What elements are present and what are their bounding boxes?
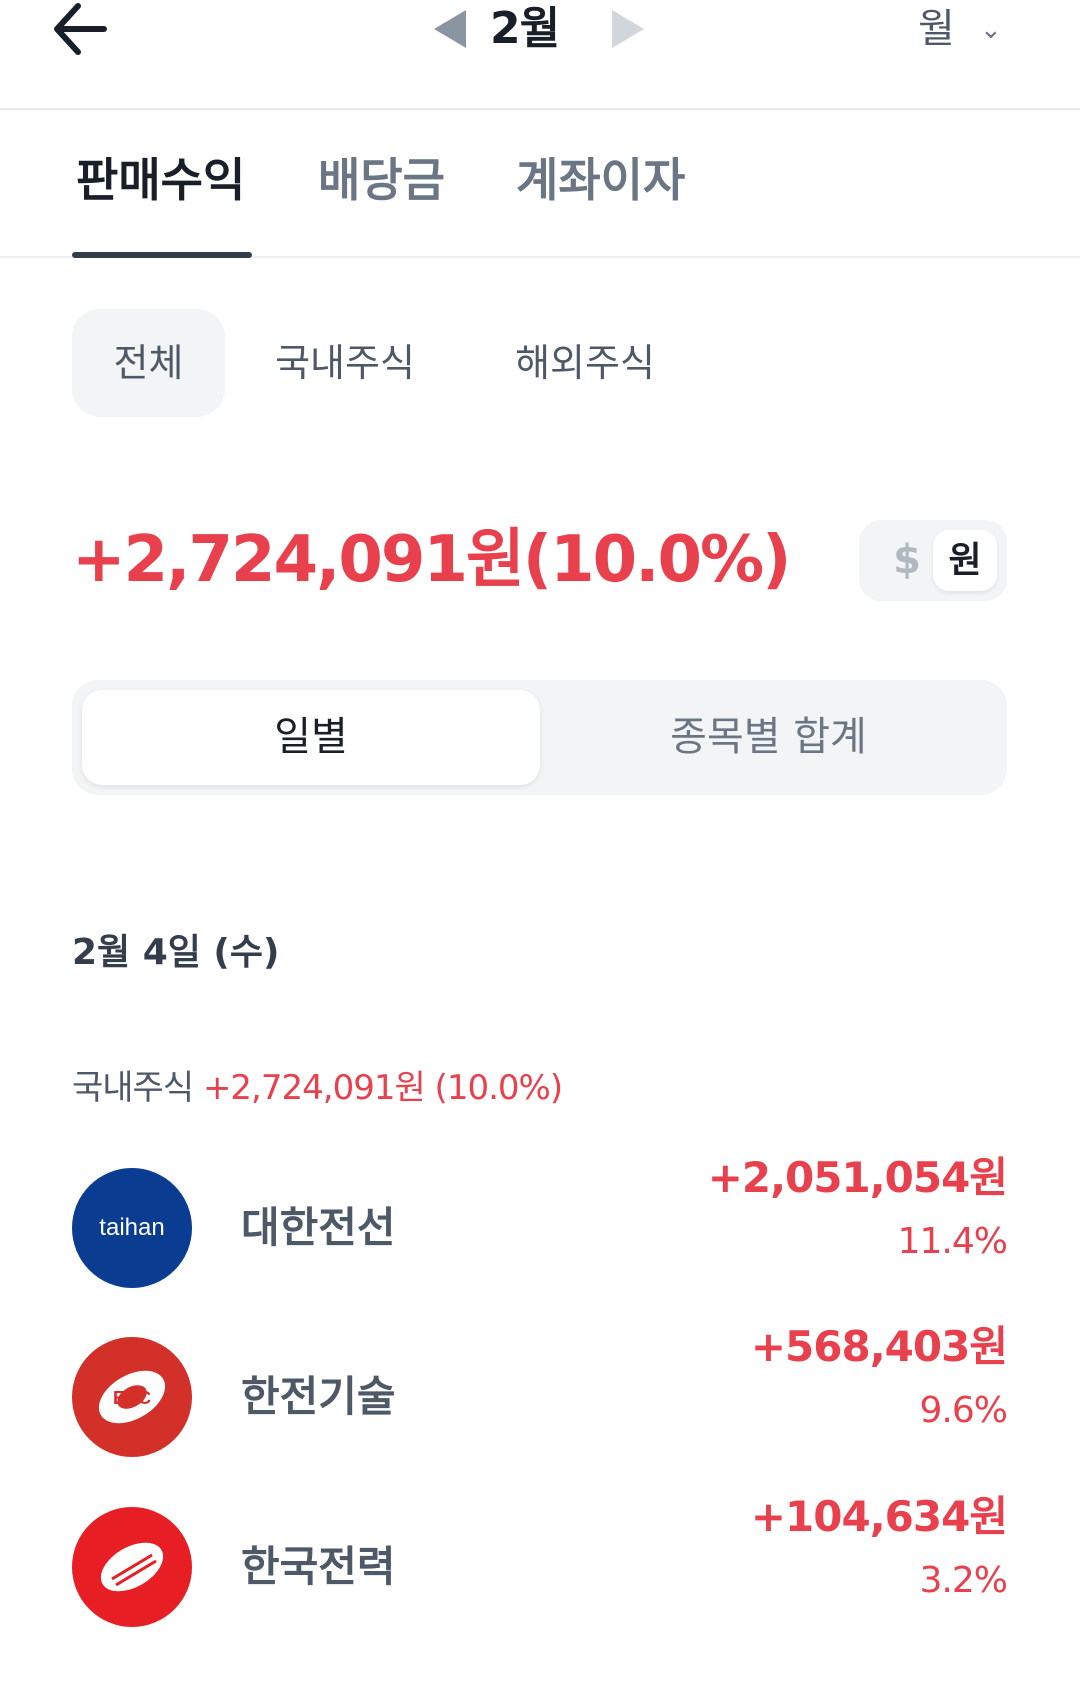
stock-percent: 3.2% (919, 1560, 1008, 1601)
currency-toggle: $ 원 (859, 520, 1007, 601)
back-button[interactable] (52, 0, 122, 60)
currency-krw-option[interactable]: 원 (933, 530, 997, 591)
kepco-enc-logo: E&C (72, 1337, 192, 1457)
stock-name: 한전기술 (241, 1372, 396, 1421)
stock-percent: 9.6% (919, 1390, 1008, 1431)
svg-text:E&C: E&C (113, 1388, 151, 1408)
stock-name: 대한전선 (241, 1203, 396, 1252)
current-month: 2월 (490, 3, 560, 54)
stock-row[interactable]: 한국전력 +104,634원 3.2% (72, 1492, 1008, 1637)
tab-account-interest[interactable]: 계좌이자 (516, 153, 686, 207)
stock-row[interactable]: taihan 대한전선 +2,051,054원 11.4% (72, 1153, 1008, 1298)
taihan-logo: taihan (72, 1168, 192, 1288)
arrow-left-icon (54, 3, 107, 55)
next-month-button[interactable] (612, 10, 644, 48)
chip-overseas[interactable]: 해외주식 (515, 341, 655, 385)
chip-domestic[interactable]: 국내주식 (275, 341, 415, 385)
market-label: 국내주식 (72, 1068, 194, 1108)
currency-usd-option[interactable]: $ (893, 537, 921, 583)
top-bar: 2월 월 ⌄ (0, 0, 1080, 110)
period-selector[interactable]: 월 (918, 6, 955, 52)
stock-row[interactable]: E&C 한전기술 +568,403원 9.6% (72, 1322, 1008, 1467)
stock-name: 한국전력 (241, 1542, 396, 1591)
previous-month-button[interactable] (434, 10, 466, 48)
segment-by-stock[interactable]: 종목별 합계 (670, 714, 867, 760)
stock-percent: 11.4% (897, 1221, 1008, 1262)
chevron-down-icon[interactable]: ⌄ (980, 15, 1002, 45)
tab-dividends[interactable]: 배당금 (318, 153, 445, 207)
segment-daily[interactable]: 일별 (82, 690, 540, 785)
stock-amount: +2,051,054원 (707, 1153, 1008, 1202)
tab-sales-profit[interactable]: 판매수익 (76, 153, 246, 207)
view-segmented-control: 일별 종목별 합계 (72, 680, 1007, 795)
date-heading: 2월 4일 (수) (72, 932, 280, 973)
active-tab-indicator (72, 252, 252, 258)
total-profit: +2,724,091원(10.0%) (72, 523, 791, 597)
tab-divider (0, 256, 1080, 258)
stock-amount: +104,634원 (750, 1492, 1008, 1541)
stock-amount: +568,403원 (750, 1322, 1008, 1371)
market-summary: 국내주식 +2,724,091원 (10.0%) (72, 1064, 563, 1112)
kepco-logo (72, 1507, 192, 1627)
chip-all[interactable]: 전체 (72, 309, 225, 417)
market-profit: +2,724,091원 (10.0%) (202, 1068, 563, 1108)
